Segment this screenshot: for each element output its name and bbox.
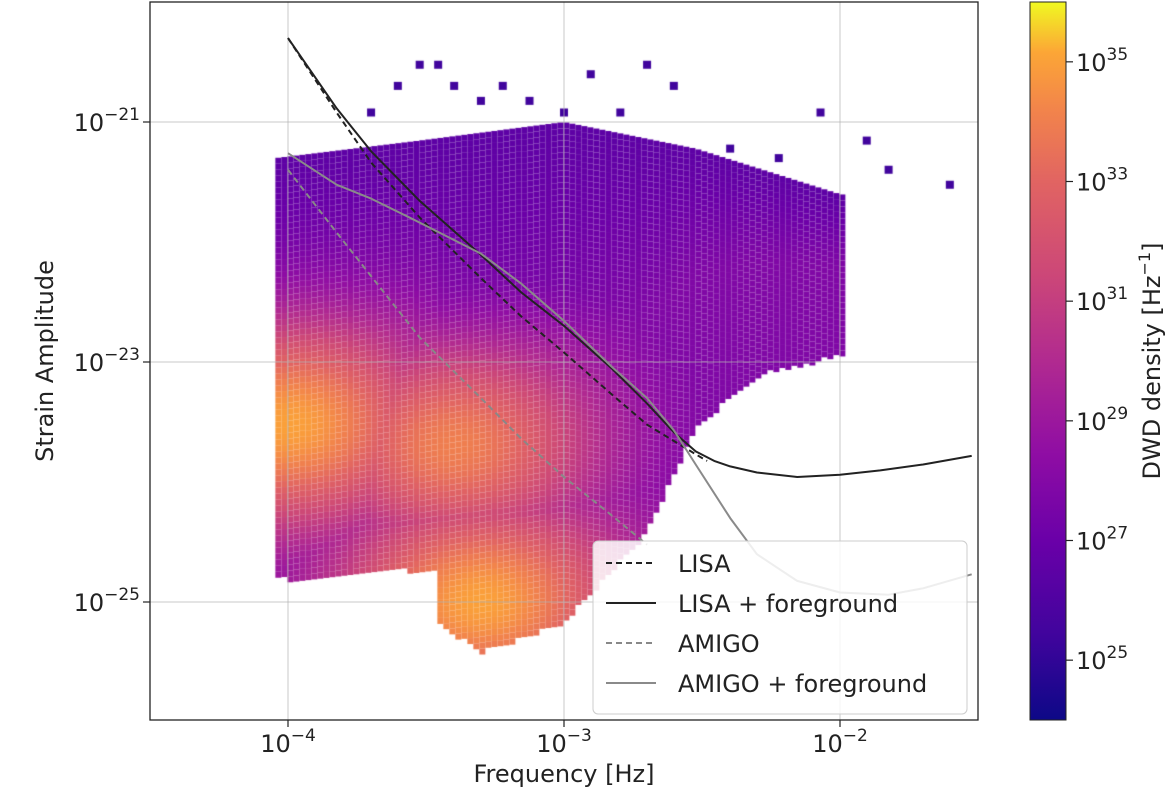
colorbar-tick-label-5: 1025 xyxy=(1076,643,1128,675)
colorbar-tick-label-0: 1035 xyxy=(1076,45,1128,77)
colorbar-tick-label-2: 1031 xyxy=(1076,284,1128,316)
y-tick-label-0: 10−21 xyxy=(74,105,140,137)
colorbar-gradient xyxy=(1029,1,1067,721)
legend-label-2: AMIGO xyxy=(678,630,760,658)
legend: LISA LISA + foreground AMIGO AMIGO + foregr… xyxy=(592,540,968,715)
y-tick-label-2: 10−25 xyxy=(74,585,140,617)
y-axis-title: Strain Amplitude xyxy=(31,260,59,462)
series-line-1 xyxy=(287,37,972,478)
x-axis-title: Frequency [Hz] xyxy=(474,760,655,788)
y-tick-label-1: 10−23 xyxy=(74,345,140,377)
x-axis: 10−4 10−3 10−2 xyxy=(260,720,868,758)
series-line-0 xyxy=(287,37,708,462)
colorbar-tick-label-1: 1033 xyxy=(1076,165,1128,197)
y-axis: 10−21 10−23 10−25 xyxy=(74,105,150,617)
x-tick-label-0: 10−4 xyxy=(260,726,316,758)
legend-box xyxy=(592,540,968,715)
colorbar-tick-label-3: 1029 xyxy=(1076,404,1128,436)
series-line-2 xyxy=(287,169,648,546)
legend-label-1: LISA + foreground xyxy=(678,590,898,618)
legend-label-3: AMIGO + foreground xyxy=(678,670,927,698)
colorbar-tick-label-4: 1027 xyxy=(1076,524,1128,556)
colorbar-title: DWD density [Hz−1] xyxy=(1135,243,1166,480)
x-tick-label-2: 10−2 xyxy=(812,726,868,758)
colorbar: 1035 1033 1031 1029 1027 1025 DWD density [Hz… xyxy=(1029,1,1166,721)
colorbar-ticks: 1035 1033 1031 1029 1027 1025 xyxy=(1066,45,1128,675)
x-tick-label-1: 10−3 xyxy=(536,726,592,758)
legend-label-0: LISA xyxy=(678,550,731,578)
